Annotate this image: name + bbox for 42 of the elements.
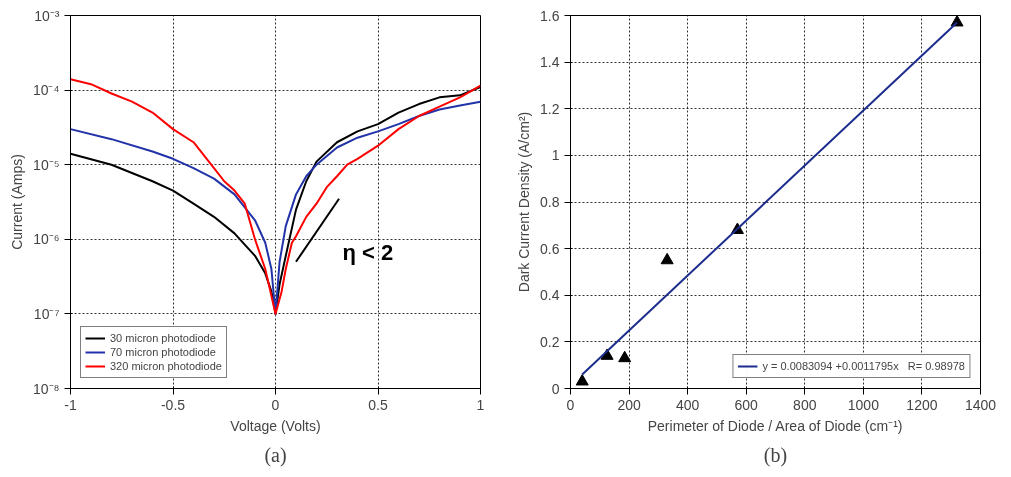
text: (a): [264, 443, 287, 467]
y-tick-label: 1.2: [540, 100, 560, 117]
legend-label: 70 micron photodiode: [110, 345, 216, 359]
annotation: η < 2: [342, 239, 394, 265]
y-tick-label: 0.6: [540, 240, 560, 257]
y-tick-label: 0.8: [540, 194, 560, 210]
x-tick-label: 1400: [964, 396, 997, 413]
legend-label: 320 micron photodiode: [110, 359, 222, 373]
x-tick-label: 600: [734, 396, 759, 413]
x-tick-label: 1200: [906, 396, 938, 413]
x-tick-label: 0.5: [368, 396, 388, 413]
y-axis-title: Dark Current Density (A/cm²): [516, 111, 533, 293]
x-tick-label: -1: [64, 396, 77, 413]
y-tick-label: 1.4: [540, 54, 560, 71]
point: [618, 350, 632, 363]
y-tick-label: 0.2: [540, 333, 560, 350]
y-tick-label: 0: [551, 380, 560, 397]
point: [660, 252, 674, 265]
legend-label: 30 micron photodiode: [110, 331, 216, 345]
x-axis-title: Perimeter of Diode / Area of Diode (cm⁻¹): [647, 417, 903, 434]
y-tick-label: 10⁻⁸: [33, 380, 60, 397]
x-tick-label: 800: [793, 396, 817, 413]
x-tick-label: 0: [566, 396, 575, 413]
y-tick-label: 0.4: [540, 287, 560, 304]
text: (b): [763, 443, 788, 467]
x-tick-label: 400: [675, 396, 700, 413]
x-tick-label: 0: [271, 396, 280, 413]
y-tick-label: 10⁻⁷: [33, 305, 60, 322]
y-tick-label: 1.6: [540, 7, 560, 24]
y-tick-label: 1: [551, 147, 560, 164]
y-tick-label: 10⁻⁶: [33, 231, 60, 248]
y-tick-label: 10⁻⁴: [32, 82, 60, 99]
y-tick-label: 10⁻³: [34, 7, 60, 24]
x-tick-label: 200: [617, 396, 641, 413]
x-tick-label: 1: [476, 396, 485, 413]
y-axis-title: Current (Amps): [8, 154, 25, 250]
point: [575, 374, 589, 386]
legend-label: y = 0.0083094 +0.0011795x R= 0.98978: [762, 359, 965, 373]
x-axis-title: Voltage (Volts): [230, 417, 321, 434]
x-tick-label: -0.5: [160, 396, 186, 413]
y-tick-label: 10⁻⁵: [33, 156, 60, 173]
x-tick-label: 1000: [847, 396, 880, 413]
